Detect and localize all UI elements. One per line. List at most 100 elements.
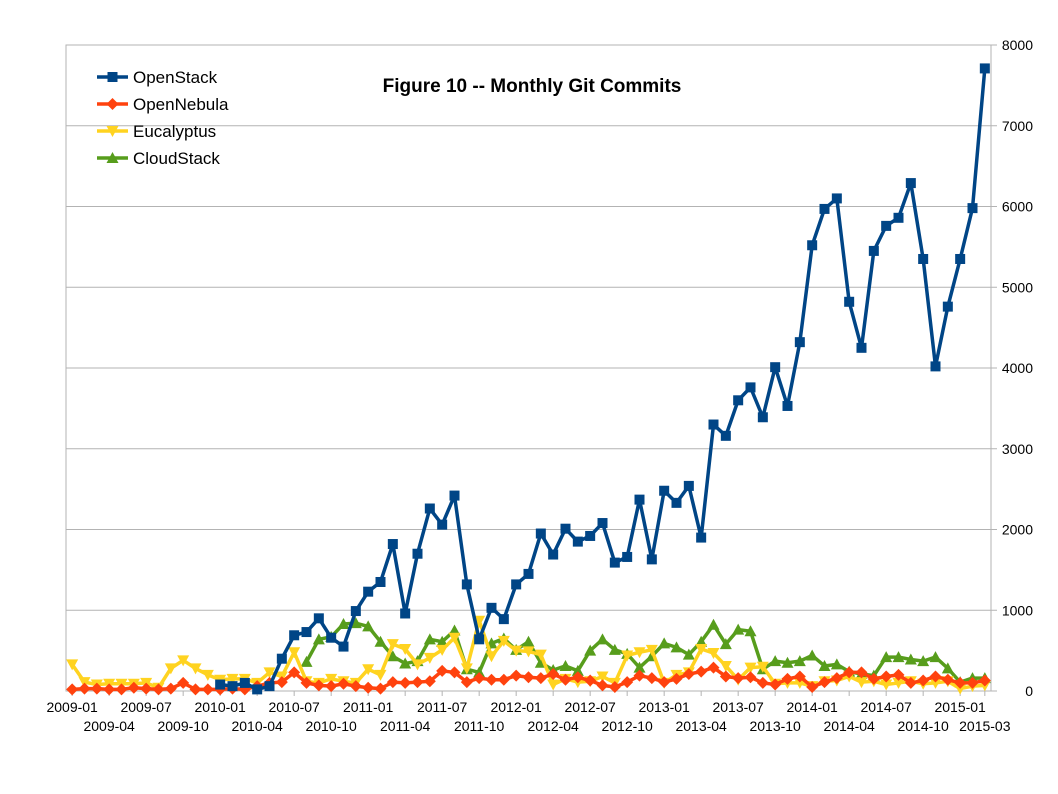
y-tick-label: 3000 <box>1002 441 1033 457</box>
legend-label-opennebula: OpenNebula <box>133 95 229 114</box>
data-point-opennebula <box>559 673 572 686</box>
data-point-eucalyptus <box>164 663 177 675</box>
legend-item-eucalyptus: Eucalyptus <box>97 122 216 141</box>
data-point-eucalyptus <box>411 659 424 671</box>
data-point-openstack <box>313 613 324 624</box>
data-point-opennebula <box>411 676 424 689</box>
data-point-cloudstack <box>300 655 313 667</box>
data-point-openstack <box>387 539 398 550</box>
data-point-eucalyptus <box>288 647 301 659</box>
x-tick-label: 2011-04 <box>380 718 431 734</box>
data-point-openstack <box>400 608 411 619</box>
legend-item-openstack: OpenStack <box>97 68 218 87</box>
data-point-opennebula <box>719 670 732 683</box>
x-tick-label: 2014-07 <box>860 699 912 715</box>
x-tick-label: 2012-10 <box>601 718 653 734</box>
data-point-openstack <box>585 530 596 541</box>
data-point-cloudstack <box>695 635 708 647</box>
data-point-openstack <box>733 395 744 406</box>
data-point-opennebula <box>78 682 91 695</box>
data-point-openstack <box>646 554 657 565</box>
data-point-opennebula <box>769 678 782 691</box>
data-point-eucalyptus <box>695 644 708 656</box>
legend-marker-eucalyptus <box>106 126 119 137</box>
x-tick-label: 2014-04 <box>823 718 875 734</box>
data-point-cloudstack <box>386 650 399 662</box>
x-tick-label: 2013-01 <box>638 699 690 715</box>
data-point-opennebula <box>90 682 103 695</box>
data-point-opennebula <box>892 668 905 681</box>
data-point-opennebula <box>571 671 584 684</box>
data-point-opennebula <box>399 676 412 689</box>
data-point-opennebula <box>695 665 708 678</box>
data-point-opennebula <box>312 679 325 692</box>
data-point-opennebula <box>966 676 979 689</box>
data-point-opennebula <box>929 670 942 683</box>
data-point-openstack <box>609 557 620 568</box>
data-point-eucalyptus <box>596 671 609 683</box>
data-point-opennebula <box>374 682 387 695</box>
gridlines <box>66 44 991 611</box>
data-point-openstack <box>979 63 990 74</box>
data-point-cloudstack <box>719 638 732 650</box>
data-point-eucalyptus <box>386 639 399 651</box>
data-point-opennebula <box>781 672 794 685</box>
x-tick-label: 2014-10 <box>897 718 949 734</box>
data-point-cloudstack <box>830 658 843 670</box>
data-point-openstack <box>535 528 546 539</box>
data-point-openstack <box>486 602 497 613</box>
data-point-openstack <box>671 497 682 508</box>
data-point-openstack <box>264 681 275 692</box>
data-point-openstack <box>757 412 768 423</box>
data-point-eucalyptus <box>189 663 202 675</box>
data-point-openstack <box>227 681 238 692</box>
data-point-openstack <box>449 490 460 501</box>
data-point-eucalyptus <box>399 644 412 656</box>
data-point-openstack <box>301 627 312 638</box>
data-point-cloudstack <box>806 649 819 661</box>
data-point-opennebula <box>608 680 621 693</box>
data-point-opennebula <box>164 682 177 695</box>
data-point-openstack <box>252 684 263 695</box>
data-point-opennebula <box>522 671 535 684</box>
data-point-eucalyptus <box>497 635 510 647</box>
x-tick-label: 2012-01 <box>490 699 542 715</box>
data-point-opennebula <box>275 676 288 689</box>
data-point-openstack <box>560 523 571 534</box>
data-point-openstack <box>893 212 904 223</box>
data-point-cloudstack <box>312 633 325 645</box>
data-point-openstack <box>720 430 731 441</box>
data-point-opennebula <box>325 680 338 693</box>
data-point-cloudstack <box>559 659 572 671</box>
data-point-cloudstack <box>682 648 695 660</box>
data-point-opennebula <box>917 674 930 687</box>
data-point-eucalyptus <box>954 683 967 695</box>
data-point-openstack <box>856 342 867 353</box>
data-point-openstack <box>622 551 633 562</box>
data-point-cloudstack <box>744 625 757 637</box>
y-tick-label: 4000 <box>1002 360 1033 376</box>
data-point-opennebula <box>756 676 769 689</box>
legend-marker-opennebula <box>106 98 119 110</box>
x-tick-label: 2011-01 <box>343 699 394 715</box>
data-point-opennebula <box>633 669 646 682</box>
legend-label-cloudstack: CloudStack <box>133 149 220 168</box>
data-point-eucalyptus <box>325 673 338 685</box>
data-point-cloudstack <box>670 641 683 653</box>
data-point-openstack <box>511 579 522 590</box>
data-point-cloudstack <box>473 666 486 678</box>
data-point-cloudstack <box>880 651 893 663</box>
data-point-openstack <box>905 178 916 189</box>
x-tick-label: 2009-01 <box>46 699 98 715</box>
data-point-eucalyptus <box>892 677 905 689</box>
y-tick-label: 0 <box>1025 683 1033 699</box>
x-axis: 2009-01 2009-04 2009-07 2009-10 2010-01 2010-… <box>46 691 1011 734</box>
data-point-openstack <box>597 518 608 529</box>
legend-item-opennebula: OpenNebula <box>97 95 229 114</box>
data-point-openstack <box>437 519 448 530</box>
x-tick-label: 2015-01 <box>934 699 986 715</box>
data-point-eucalyptus <box>929 677 942 689</box>
x-tick-label: 2010-04 <box>231 718 283 734</box>
data-point-cloudstack <box>584 644 597 656</box>
data-point-cloudstack <box>904 653 917 665</box>
